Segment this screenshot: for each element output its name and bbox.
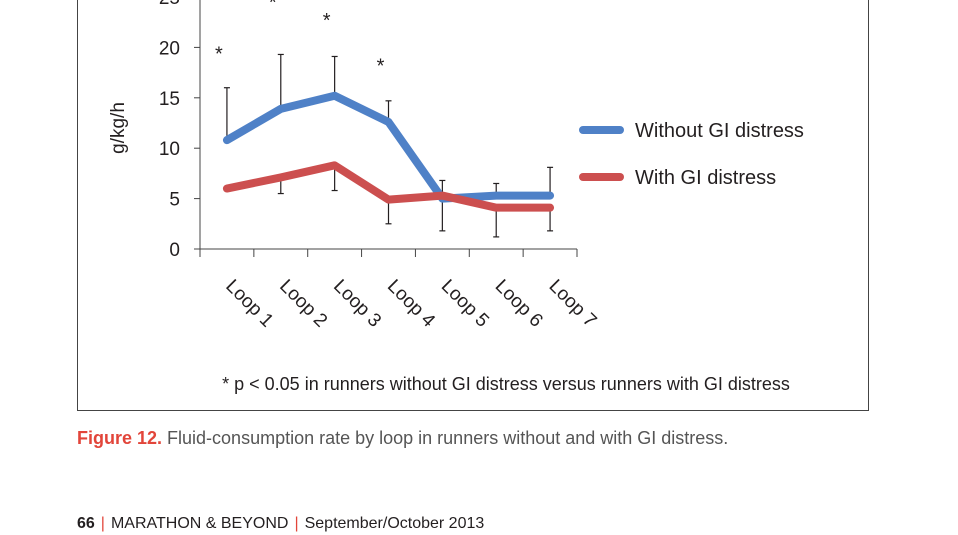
y-axis-label: g/kg/h: [108, 102, 129, 154]
caption-text: Fluid-consumption rate by loop in runner…: [162, 428, 729, 448]
publication-name: MARATHON & BEYOND: [110, 515, 289, 532]
y-tick-label: 10: [159, 139, 180, 160]
legend-label-1: Without GI distress: [635, 120, 804, 142]
y-tick-label: 0: [169, 240, 180, 261]
x-category-label: Loop 4: [383, 276, 439, 332]
footer-separator: |: [100, 515, 105, 532]
x-category-label: Loop 7: [545, 276, 601, 332]
page-footer: 66 | MARATHON & BEYOND | September/October 2…: [77, 515, 484, 533]
x-category-label: Loop 1: [221, 276, 277, 332]
legend-label-2: With GI distress: [635, 167, 776, 189]
significance-star: *: [323, 10, 331, 32]
error-bars: [223, 53, 554, 238]
caption-label: Figure 12.: [77, 428, 163, 448]
y-tick-label: 20: [159, 38, 180, 59]
significance-star: *: [215, 43, 223, 65]
footer-separator: |: [294, 515, 299, 532]
y-tick-label: 15: [159, 89, 180, 110]
figure-caption: Figure 12. Fluid-consumption rate by loo…: [77, 428, 728, 449]
x-category-label: Loop 3: [329, 276, 385, 332]
footnote: * p < 0.05 in runners without GI distres…: [222, 374, 790, 394]
x-category-label: Loop 5: [437, 276, 493, 332]
significance-marks: * * * *: [215, 0, 385, 78]
series-line-1: [222, 91, 555, 203]
x-category-label: Loop 6: [491, 276, 547, 332]
issue-date: September/October 2013: [304, 515, 485, 532]
series-lines: [222, 91, 555, 212]
page-number: 66: [77, 515, 95, 532]
chart-axes: 0 5 10 15 20 25: [159, 0, 578, 261]
y-tick-label: 5: [169, 190, 180, 211]
significance-star: *: [269, 0, 277, 14]
series-line-2: [222, 161, 555, 212]
x-category-label: Loop 2: [275, 276, 331, 332]
y-tick-label: 25: [159, 0, 180, 9]
legend: Without GI distress With GI distress: [579, 120, 804, 189]
figure-frame: [77, 0, 869, 411]
significance-star: *: [377, 56, 385, 78]
